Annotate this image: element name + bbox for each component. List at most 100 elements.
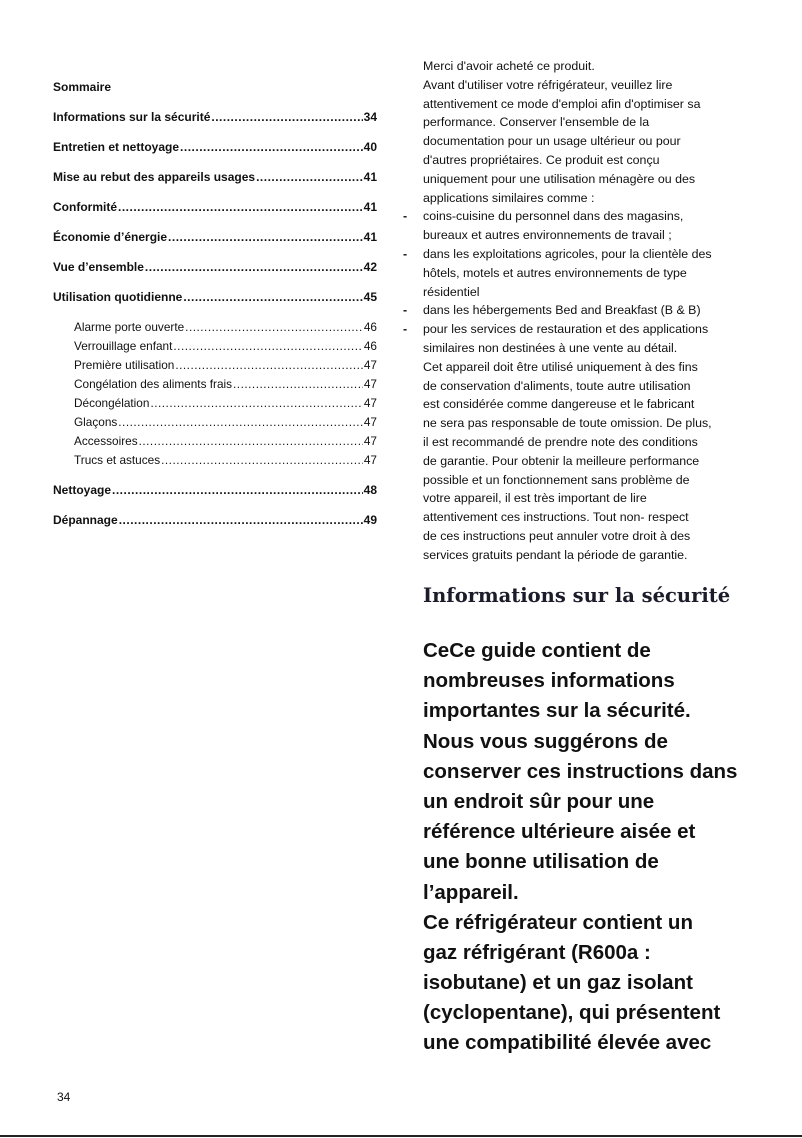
text-line: Avant d'utiliser votre réfrigérateur, ve…	[423, 76, 712, 95]
text-line: - coins-cuisine du personnel dans des mag…	[403, 207, 712, 226]
text-line-content: de conservation d'aliments, toute autre …	[423, 378, 691, 393]
text-line: bureaux et autres environnements de trav…	[423, 226, 712, 245]
text-line: attentivement ces instructions. Tout non…	[423, 508, 712, 527]
toc-entry[interactable]: Alarme porte ouverte 46	[53, 318, 377, 337]
toc-dot-leader	[118, 198, 363, 216]
text-line: d'autres propriétaires. Ce produit est c…	[423, 151, 712, 170]
text-line-content: résidentiel	[423, 284, 480, 299]
notice-line: référence ultérieure aisée et	[423, 820, 696, 844]
notice-line: une bonne utilisation de	[423, 850, 659, 874]
intro-text: Merci d'avoir acheté ce produit. Avant d'…	[403, 57, 712, 565]
toc-entry-label: Trucs et astuces	[74, 453, 161, 467]
toc-entry-page: 48	[363, 483, 377, 497]
toc-entry[interactable]: Utilisation quotidienne 45	[53, 288, 377, 318]
toc-entry[interactable]: Vue d’ensemble 42	[53, 258, 377, 288]
text-line: possible et un fonctionnement sans probl…	[423, 471, 712, 490]
notice-line: Ce réfrigérateur contient un	[423, 910, 693, 934]
toc-entry-label: Congélation des aliments frais	[74, 377, 233, 391]
toc-dot-leader	[180, 138, 363, 156]
toc-entry[interactable]: Mise au rebut des appareils usages 41	[53, 168, 377, 198]
toc-entry-page: 45	[363, 290, 377, 304]
notice-line: nombreuses informations	[423, 669, 675, 693]
toc-entry[interactable]: Informations sur la sécurité 34	[53, 108, 377, 138]
toc-entry[interactable]: Décongélation 47	[53, 394, 377, 413]
page-number: 34	[57, 1090, 71, 1104]
toc-entry[interactable]: Verrouillage enfant 46	[53, 337, 377, 356]
toc-entry-page: 34	[363, 110, 377, 124]
text-line-content: est considérée comme dangereuse et le fa…	[423, 397, 695, 412]
toc-entry[interactable]: Congélation des aliments frais 47	[53, 375, 377, 394]
text-line-content: pour les services de restauration et des…	[423, 322, 709, 337]
toc-entry-page: 46	[363, 320, 377, 334]
text-line-content: attentivement ces instructions. Tout non…	[423, 510, 689, 525]
text-line: est considérée comme dangereuse et le fa…	[423, 395, 712, 414]
toc-entry[interactable]: Entretien et nettoyage 40	[53, 138, 377, 168]
text-line-content: de ces instructions peut annuler votre d…	[423, 528, 691, 543]
text-line-content: similaires non destinées à une vente au …	[423, 340, 678, 355]
toc-entry-page: 41	[363, 200, 377, 214]
text-line: documentation pour un usage ultérieur ou…	[423, 132, 712, 151]
toc-dot-leader	[256, 168, 363, 186]
toc-entry-label: Entretien et nettoyage	[53, 140, 180, 154]
text-line: applications similaires comme :	[423, 189, 712, 208]
toc-dot-leader	[150, 394, 362, 412]
toc-entry-label: Glaçons	[74, 415, 118, 429]
text-line: votre appareil, il est très important de…	[423, 489, 712, 508]
toc-entry-page: 42	[363, 260, 377, 274]
toc-dot-leader	[118, 413, 363, 431]
text-line-content: Cet appareil doit être utilisé uniquemen…	[423, 359, 698, 374]
text-line-content: documentation pour un usage ultérieur ou…	[423, 134, 681, 149]
toc-entry-label: Économie d’énergie	[53, 230, 168, 244]
notice-line: isobutane) et un gaz isolant	[423, 971, 693, 995]
toc-entry[interactable]: Glaçons 47	[53, 413, 377, 432]
toc-dot-leader	[145, 258, 363, 276]
safety-notice: CeCe guide contient de nombreuses informa…	[423, 636, 737, 1059]
toc-dot-leader	[175, 356, 363, 374]
text-line-content: de garantie. Pour obtenir la meilleure p…	[423, 453, 700, 468]
toc-entry-label: Décongélation	[74, 396, 150, 410]
text-line: de garantie. Pour obtenir la meilleure p…	[423, 452, 712, 471]
toc-entry[interactable]: Trucs et astuces 47	[53, 451, 377, 481]
text-line-content: Merci d'avoir acheté ce produit.	[423, 59, 595, 73]
text-line-content: applications similaires comme :	[423, 190, 595, 205]
text-line: il est recommandé de prendre note des co…	[423, 433, 712, 452]
toc-entry[interactable]: Accessoires 47	[53, 432, 377, 451]
text-line: de conservation d'aliments, toute autre …	[423, 377, 712, 396]
toc-entry[interactable]: Nettoyage 48	[53, 481, 377, 511]
toc-dot-leader	[185, 318, 363, 336]
bullet-dash: -	[403, 209, 408, 224]
text-line-content: coins-cuisine du personnel dans des maga…	[423, 209, 684, 224]
toc-entry[interactable]: Économie d’énergie 41	[53, 228, 377, 258]
toc-entry[interactable]: Conformité 41	[53, 198, 377, 228]
notice-line: une compatibilité élevée avec	[423, 1031, 712, 1055]
toc-entry-label: Informations sur la sécurité	[53, 110, 211, 124]
text-line-content: attentivement ce mode d'emploi afin d'op…	[423, 96, 701, 111]
toc-dot-leader	[183, 288, 362, 306]
text-line-content: dans les exploitations agricoles, pour l…	[423, 246, 712, 261]
text-line-content: dans les hébergements Bed and Breakfast …	[423, 303, 701, 318]
bullet-dash: -	[403, 303, 408, 318]
text-line: attentivement ce mode d'emploi afin d'op…	[423, 95, 712, 114]
toc-entry-label: Vue d’ensemble	[53, 260, 144, 274]
text-line-content: il est recommandé de prendre note des co…	[423, 434, 698, 449]
text-line: - pour les services de restauration et de…	[403, 320, 712, 339]
text-line: performance. Conserver l'ensemble de la	[423, 113, 712, 132]
notice-line: CeCe guide contient de	[423, 639, 651, 662]
text-line: ne sera pas responsable de toute omissio…	[423, 414, 712, 433]
toc-entry-page: 47	[363, 453, 377, 467]
text-line: de ces instructions peut annuler votre d…	[423, 527, 712, 546]
text-line: - dans les hébergements Bed and Breakfast…	[403, 301, 712, 320]
toc-entry[interactable]: Première utilisation 47	[53, 356, 377, 375]
toc-entry[interactable]: Dépannage 49	[53, 511, 377, 541]
text-line: résidentiel	[423, 283, 712, 302]
toc-entry-page: 49	[363, 513, 377, 527]
toc-entry-page: 41	[363, 170, 377, 184]
text-line-content: Avant d'utiliser votre réfrigérateur, ve…	[423, 77, 673, 92]
toc-entry-label: Accessoires	[74, 434, 138, 448]
text-line: Merci d'avoir acheté ce produit.	[423, 57, 712, 76]
section-heading: Informations sur la sécurité	[423, 584, 731, 607]
toc-dot-leader	[173, 337, 362, 355]
notice-line: gaz réfrigérant (R600a :	[423, 940, 651, 964]
toc-entry-page: 47	[363, 377, 377, 391]
text-line: services gratuits pendant la période de …	[423, 546, 712, 565]
